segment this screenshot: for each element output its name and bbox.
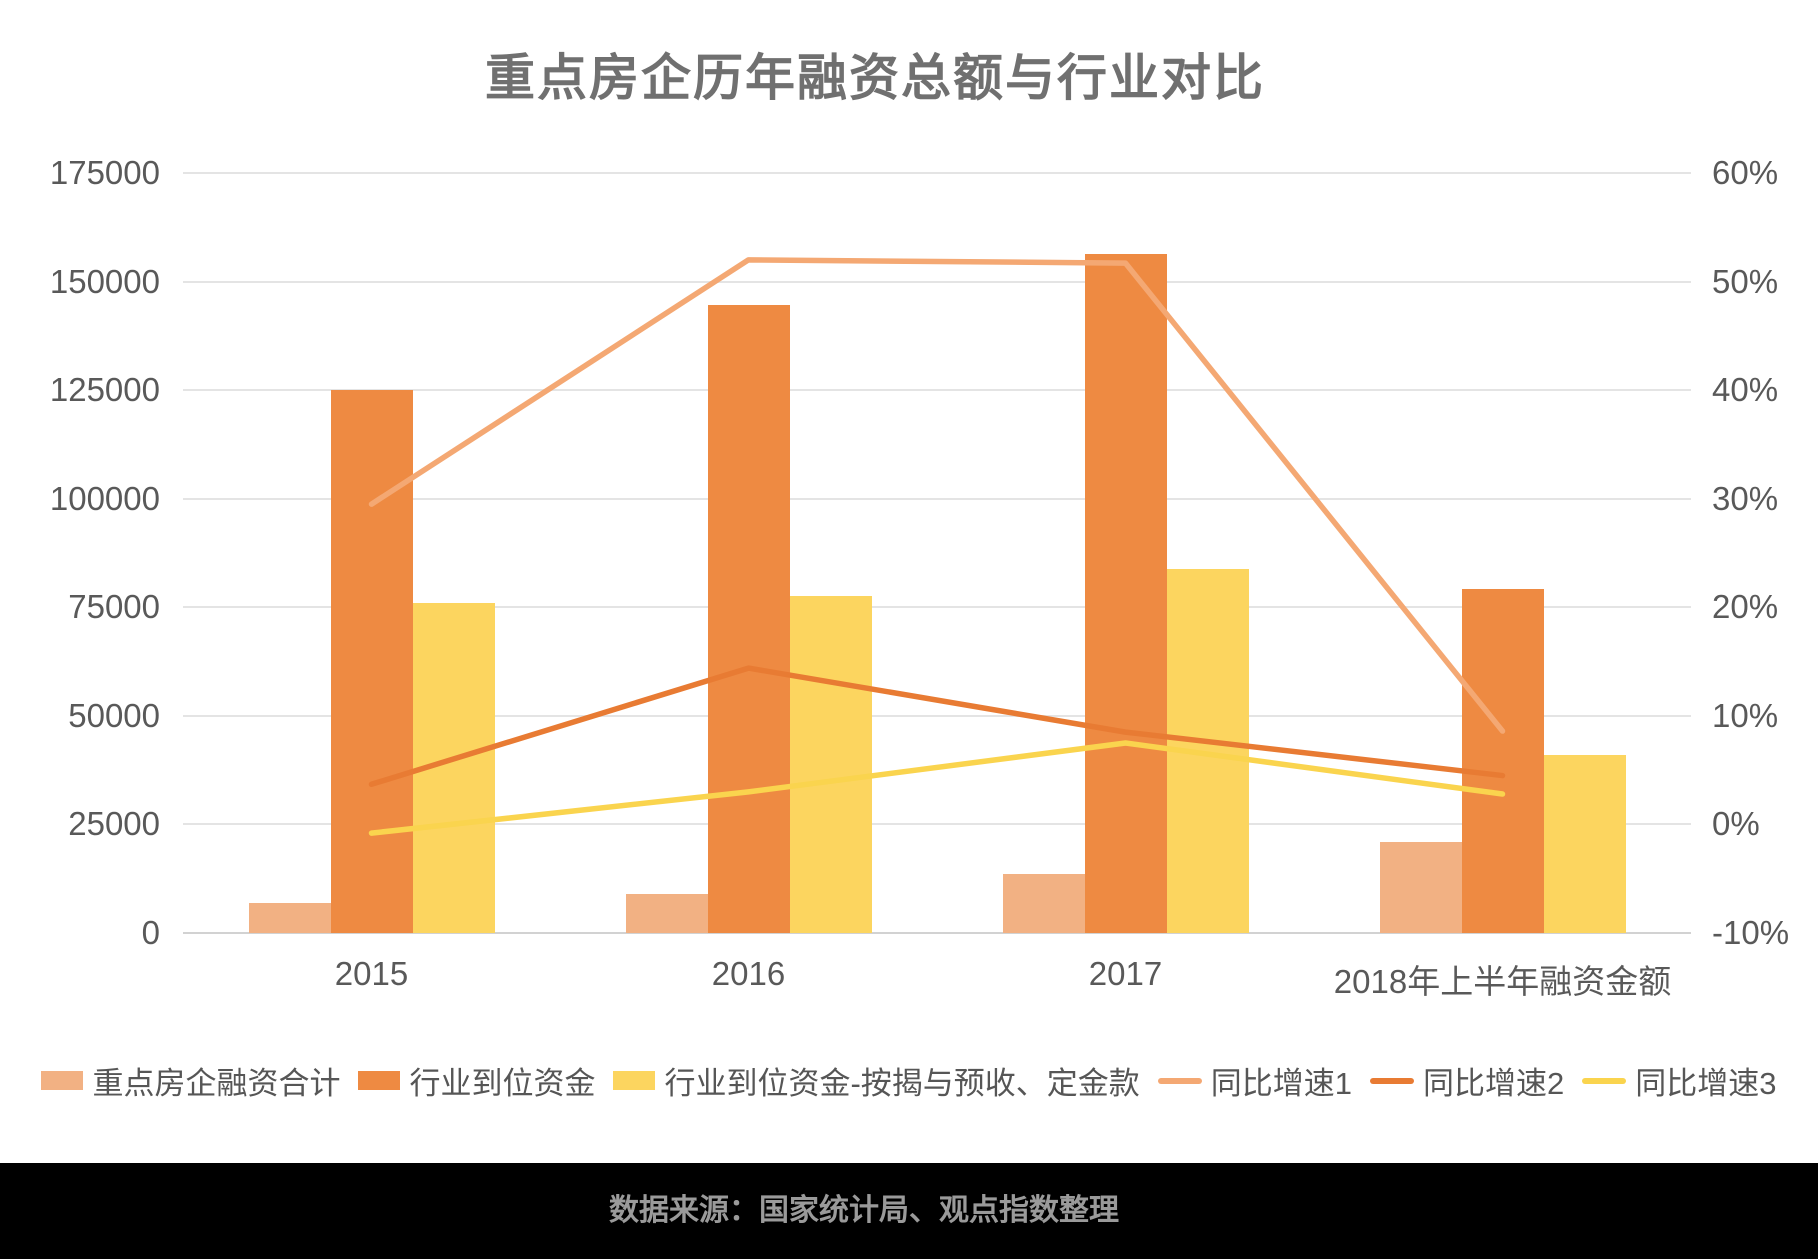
bar-行业到位资金-按揭与预收、定金款-2018年上半年融资金额[interactable] [1543, 754, 1626, 933]
right-axis-tick-label: 60% [1712, 154, 1779, 191]
left-axis-tick-label: 75000 [68, 588, 160, 626]
legend-item-行业到位资金-按揭与预收、定金款[interactable]: 行业到位资金-按揭与预收、定金款 [613, 1058, 1140, 1103]
legend-item-同比增速3[interactable]: 同比增速3 [1582, 1058, 1777, 1103]
footer-bar: 数据来源：国家统计局、观点指数整理 [0, 1163, 1818, 1259]
gridline [183, 172, 1691, 174]
legend-item-行业到位资金[interactable]: 行业到位资金 [358, 1058, 595, 1103]
left-axis-tick-label: 0 [141, 914, 160, 951]
legend-item-同比增速1[interactable]: 同比增速1 [1157, 1058, 1353, 1103]
bar-重点房企融资合计-2015[interactable] [248, 902, 331, 933]
gridline [183, 932, 1691, 934]
x-axis-category-label: 2015 [334, 955, 409, 992]
right-axis-tick-label: 0% [1712, 805, 1760, 843]
legend-item-重点房企融资合计[interactable]: 重点房企融资合计 [41, 1058, 340, 1103]
legend-bar-swatch-行业到位资金 [358, 1071, 401, 1090]
left-axis-tick-label: 175000 [49, 154, 160, 191]
bar-行业到位资金-2018年上半年融资金额[interactable] [1461, 588, 1544, 933]
legend: 重点房企融资合计 行业到位资金 行业到位资金-按揭与预收、定金款 同比增速1 同比增速2… [0, 1058, 1818, 1103]
line-同比增速2[interactable] [368, 665, 1506, 788]
right-axis-tick-label: 20% [1712, 588, 1779, 626]
bar-重点房企融资合计-2016[interactable] [625, 893, 708, 933]
left-axis-tick-label: 150000 [49, 262, 160, 300]
legend-label: 行业到位资金-按揭与预收、定金款 [664, 1066, 1140, 1101]
bar-行业到位资金-2015[interactable] [330, 390, 413, 933]
legend-label: 重点房企融资合计 [92, 1066, 341, 1101]
gridline [183, 280, 1691, 283]
right-axis-tick-label: 10% [1712, 696, 1779, 734]
right-axis-tick-label: 30% [1712, 479, 1779, 517]
left-axis-tick-label: 125000 [49, 371, 160, 409]
legend-line-swatch-同比增速2 [1370, 1077, 1415, 1084]
legend-bar-swatch-行业到位资金-按揭与预收、定金款 [613, 1071, 656, 1090]
right-axis-tick-label: -10% [1712, 914, 1790, 951]
x-axis-category-label: 2016 [711, 955, 786, 992]
left-axis-tick-label: 25000 [68, 805, 160, 843]
chart-title: 重点房企历年融资总额与行业对比 [485, 50, 1265, 106]
data-source-text: 数据来源：国家统计局、观点指数整理 [609, 1194, 1119, 1227]
bar-重点房企融资合计-2017[interactable] [1002, 873, 1085, 933]
legend-line-swatch-同比增速1 [1157, 1077, 1202, 1084]
right-axis-tick-label: 50% [1712, 262, 1779, 300]
x-axis-category-label: 2018年上半年融资金额 [1333, 963, 1672, 1000]
bar-行业到位资金-2016[interactable] [707, 305, 790, 933]
legend-label: 同比增速3 [1635, 1066, 1777, 1101]
gridline [183, 606, 1691, 609]
legend-label: 同比增速2 [1423, 1066, 1565, 1101]
legend-line-swatch-同比增速3 [1582, 1077, 1627, 1084]
gridline [183, 714, 1691, 717]
left-axis-tick-label: 100000 [49, 479, 160, 517]
left-axis-tick-label: 50000 [68, 696, 160, 734]
bar-行业到位资金-2017[interactable] [1084, 254, 1167, 933]
gridline [183, 389, 1691, 392]
gridline [183, 823, 1691, 826]
bar-重点房企融资合计-2018年上半年融资金额[interactable] [1379, 841, 1462, 933]
gridline [183, 497, 1691, 500]
line-同比增速1[interactable] [368, 257, 1506, 734]
x-axis-category-label: 2017 [1088, 955, 1163, 992]
bar-行业到位资金-按揭与预收、定金款-2016[interactable] [789, 596, 872, 933]
legend-label: 行业到位资金 [409, 1066, 596, 1101]
legend-item-同比增速2[interactable]: 同比增速2 [1370, 1058, 1564, 1103]
line-同比增速3[interactable] [368, 740, 1506, 836]
legend-label: 同比增速1 [1210, 1066, 1353, 1101]
right-axis-tick-label: 40% [1712, 371, 1779, 409]
legend-bar-swatch-重点房企融资合计 [41, 1071, 84, 1090]
